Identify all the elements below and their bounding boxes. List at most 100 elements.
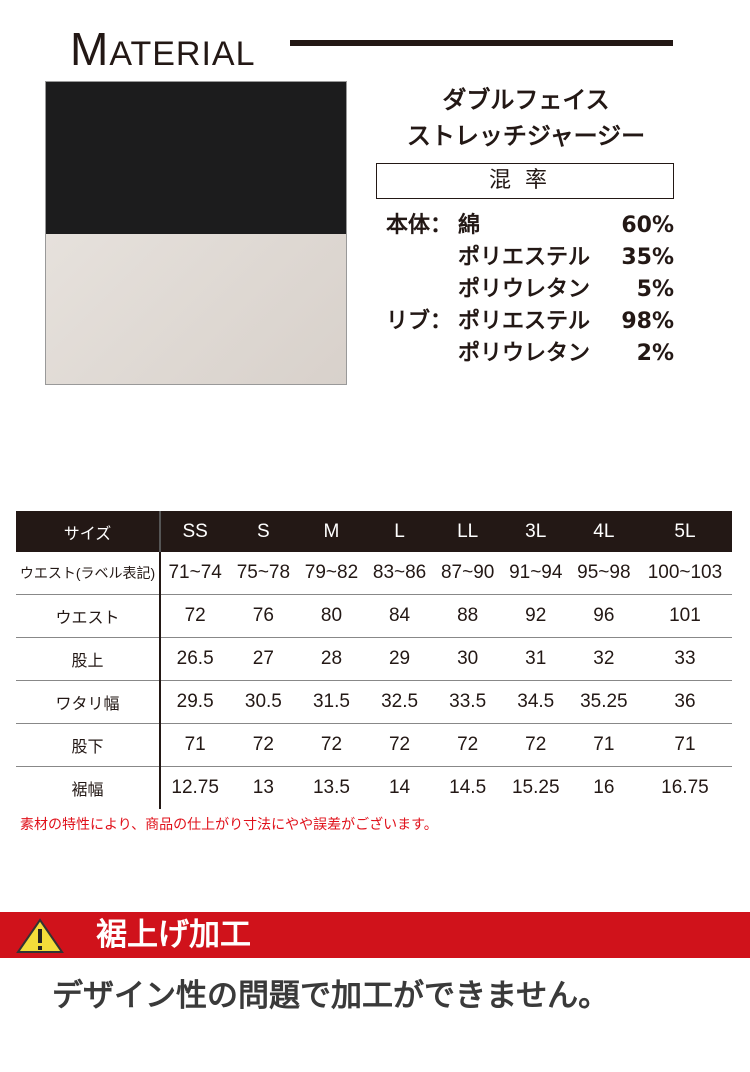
composition-material: 綿 <box>458 213 481 238</box>
composition-row: 本体：綿 60% <box>386 210 676 242</box>
size-table: サイズ SS S M L LL 3L 4L 5L ウエスト(ラベル表記) 71~74 75~78 79… <box>16 511 732 809</box>
size-header-cell: M <box>297 511 366 552</box>
size-header-cell: 5L <box>637 511 732 552</box>
composition-percent: 60% <box>621 213 674 238</box>
table-cell: 32 <box>569 637 638 681</box>
fabric-swatch-beige <box>46 234 346 384</box>
composition-percent: 2% <box>636 341 674 366</box>
composition-part: 本体： <box>386 213 453 238</box>
table-cell: 71~74 <box>160 552 230 595</box>
table-cell: 34.5 <box>501 680 570 724</box>
composition-material: ポリウレタン <box>458 341 591 366</box>
size-header-row: サイズ SS S M L LL 3L 4L 5L <box>16 511 732 552</box>
table-cell: 72 <box>501 723 570 767</box>
row-label: ワタリ幅 <box>16 680 161 724</box>
table-cell: 31 <box>501 637 570 681</box>
table-row: 股上 26.5 27 28 29 30 31 32 33 <box>16 637 732 681</box>
table-cell: 16 <box>593 777 615 798</box>
table-cell: 13.5 <box>312 777 350 798</box>
table-cell: 83~86 <box>365 552 434 595</box>
table-cell: 95~98 <box>569 552 638 595</box>
table-cell: 72 <box>297 723 366 767</box>
table-cell: 29.5 <box>160 680 230 724</box>
size-header-cell: S <box>229 511 298 552</box>
table-cell: 33 <box>637 637 732 681</box>
swatch-frame <box>45 81 347 385</box>
size-header-cell: 4L <box>569 511 638 552</box>
table-cell: 36 <box>637 680 732 724</box>
hemming-message: デザイン性の問題で加工ができません。 <box>52 978 610 1014</box>
table-cell: 80 <box>297 594 366 638</box>
table-row: ワタリ幅 29.5 30.5 31.5 32.5 33.5 34.5 35.25 36 <box>16 680 732 724</box>
table-row: 裾幅 12.75 13 13.5 14 14.5 15.25 16 16.75 <box>16 766 732 809</box>
composition-percent: 5% <box>636 277 674 302</box>
table-cell: 29 <box>365 637 434 681</box>
table-cell: 26.5 <box>160 637 230 681</box>
table-cell: 84 <box>365 594 434 638</box>
table-cell: 101 <box>637 594 732 638</box>
composition-row: ポリエステル 35% <box>386 242 676 274</box>
hemming-title: 裾上げ加工 <box>96 917 251 953</box>
table-cell: 13 <box>252 777 274 798</box>
ratio-label: 混率 <box>376 163 674 199</box>
table-cell: 16.75 <box>661 777 709 798</box>
table-cell: 96 <box>569 594 638 638</box>
table-cell: 72 <box>229 723 298 767</box>
composition-percent: 35% <box>621 245 674 270</box>
fabric-swatch-black <box>46 82 346 234</box>
table-cell: 30.5 <box>229 680 298 724</box>
composition-part: リブ： <box>386 309 453 334</box>
composition-row: ポリウレタン 5% <box>386 274 676 306</box>
composition-material: ポリウレタン <box>458 277 591 302</box>
section-title: MATERIAL <box>70 23 256 75</box>
table-cell: 31.5 <box>297 680 366 724</box>
composition-row: ポリウレタン 2% <box>386 338 676 370</box>
table-cell: 71 <box>160 723 230 767</box>
size-header-cell: SS <box>160 511 230 552</box>
table-cell: 71 <box>637 723 732 767</box>
composition-material: ポリエステル <box>458 309 591 334</box>
table-cell: 14 <box>388 777 411 798</box>
row-label: 股上 <box>16 637 161 681</box>
composition-material: ポリエステル <box>458 245 591 270</box>
composition-percent: 98% <box>621 309 674 334</box>
size-note: 素材の特性により、商品の仕上がり寸法にやや誤差がございます。 <box>20 817 438 833</box>
table-cell: 71 <box>569 723 638 767</box>
table-cell: 35.25 <box>569 680 638 724</box>
table-cell: 27 <box>229 637 298 681</box>
size-header-cell: 3L <box>501 511 570 552</box>
size-header-cell: LL <box>433 511 502 552</box>
size-header-label: サイズ <box>16 511 161 552</box>
table-cell: 88 <box>433 594 502 638</box>
table-cell: 72 <box>433 723 502 767</box>
row-label: 股下 <box>16 723 161 767</box>
hemming-banner <box>0 912 750 958</box>
table-cell: 87~90 <box>433 552 502 595</box>
row-label: ウエスト(ラベル表記) <box>16 552 161 595</box>
table-cell: 33.5 <box>433 680 502 724</box>
table-cell: 12.75 <box>171 777 219 798</box>
table-cell: 92 <box>501 594 570 638</box>
table-cell: 32.5 <box>365 680 434 724</box>
fabric-name-line1: ダブルフェイス <box>442 86 610 114</box>
table-row: ウエスト 72 76 80 84 88 92 96 101 <box>16 594 732 638</box>
table-cell: 75~78 <box>229 552 298 595</box>
fabric-name: ダブルフェイス ストレッチジャージー <box>376 82 676 154</box>
title-rule <box>290 40 673 46</box>
table-cell: 79~82 <box>297 552 366 595</box>
table-cell: 28 <box>297 637 366 681</box>
table-row: ウエスト(ラベル表記) 71~74 75~78 79~82 83~86 87~90 91~9… <box>16 552 732 595</box>
size-header-cell: L <box>365 511 434 552</box>
row-label: 裾幅 <box>16 766 161 809</box>
fabric-name-line2: ストレッチジャージー <box>406 122 646 150</box>
table-cell: 14.5 <box>449 777 487 798</box>
row-label: ウエスト <box>16 594 161 638</box>
table-cell: 30 <box>433 637 502 681</box>
warning-icon <box>16 918 64 953</box>
table-cell: 76 <box>229 594 298 638</box>
table-cell: 100~103 <box>637 552 732 595</box>
composition-row: リブ： ポリエステル 98% <box>386 306 676 338</box>
table-cell: 72 <box>365 723 434 767</box>
table-row: 股下 71 72 72 72 72 72 71 71 <box>16 723 732 767</box>
table-cell: 91~94 <box>501 552 570 595</box>
